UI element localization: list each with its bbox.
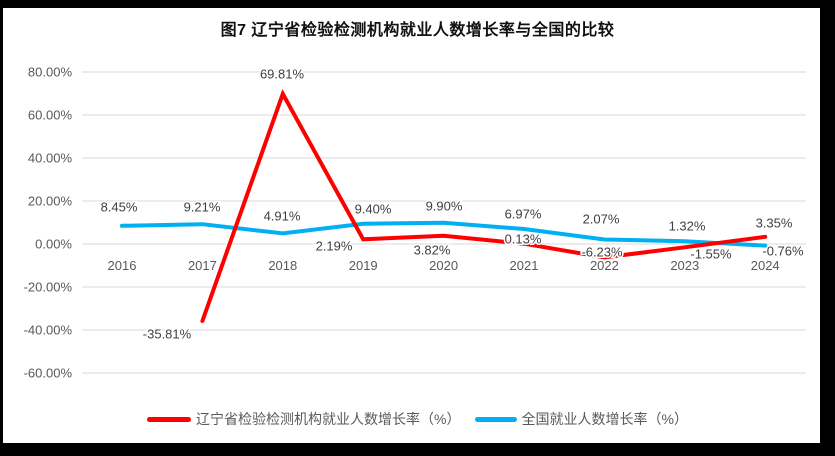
x-axis-tick-label: 2024 [751,258,780,273]
data-label: -35.81% [143,327,192,342]
y-axis-tick-label: 80.00% [28,65,73,80]
data-label: 9.21% [184,200,221,215]
data-label: 6.97% [505,207,542,222]
chart-legend: 辽宁省检验检测机构就业人数增长率（%） 全国就业人数增长率（%） [0,408,835,430]
x-axis-tick-label: 2016 [108,258,137,273]
x-axis-tick-label: 2020 [429,258,458,273]
x-axis-tick-label: 2019 [349,258,378,273]
y-axis-tick-label: 60.00% [28,108,73,123]
y-axis-tick-label: 20.00% [28,194,73,209]
legend-line-swatch-blue [474,416,517,422]
x-axis-tick-label: 2018 [268,258,297,273]
series-line-liaoning [200,89,768,323]
y-axis-tick-label: -60.00% [24,366,73,381]
data-label: 3.35% [756,216,793,231]
legend-item-national: 全国就业人数增长率（%） [474,409,688,429]
legend-label-national: 全国就业人数增长率（%） [521,411,688,427]
x-axis-tick-label: 2023 [670,258,699,273]
x-axis-tick-label: 2022 [590,258,619,273]
data-label: 3.82% [414,243,451,258]
chart-title: 图7 辽宁省检验检测机构就业人数增长率与全国的比较 [220,22,615,39]
legend-item-liaoning: 辽宁省检验检测机构就业人数增长率（%） [147,409,461,429]
y-axis-tick-label: -40.00% [24,323,73,338]
data-label: 2.19% [316,239,353,254]
data-label: 9.40% [355,202,392,217]
data-label: 69.81% [260,67,305,82]
data-label: -1.55% [690,247,732,262]
x-axis-tick-label: 2021 [510,258,539,273]
data-label: 1.32% [669,219,706,234]
data-label: -6.23% [581,245,623,260]
legend-line-swatch-red [147,416,192,422]
series-line-national [120,220,768,248]
data-label: 9.90% [426,199,463,214]
data-label: 8.45% [101,200,138,215]
y-axis-tick-label: 40.00% [28,151,73,166]
data-label: -0.76% [762,244,804,259]
y-axis-tick-label: -20.00% [24,280,73,295]
x-axis-tick-label: 2017 [188,258,217,273]
data-label: 4.91% [264,209,301,224]
data-label: 0.13% [505,232,542,247]
data-label: 2.07% [583,212,620,227]
legend-label-liaoning: 辽宁省检验检测机构就业人数增长率（%） [196,411,461,427]
y-axis-tick-label: 0.00% [35,237,72,252]
